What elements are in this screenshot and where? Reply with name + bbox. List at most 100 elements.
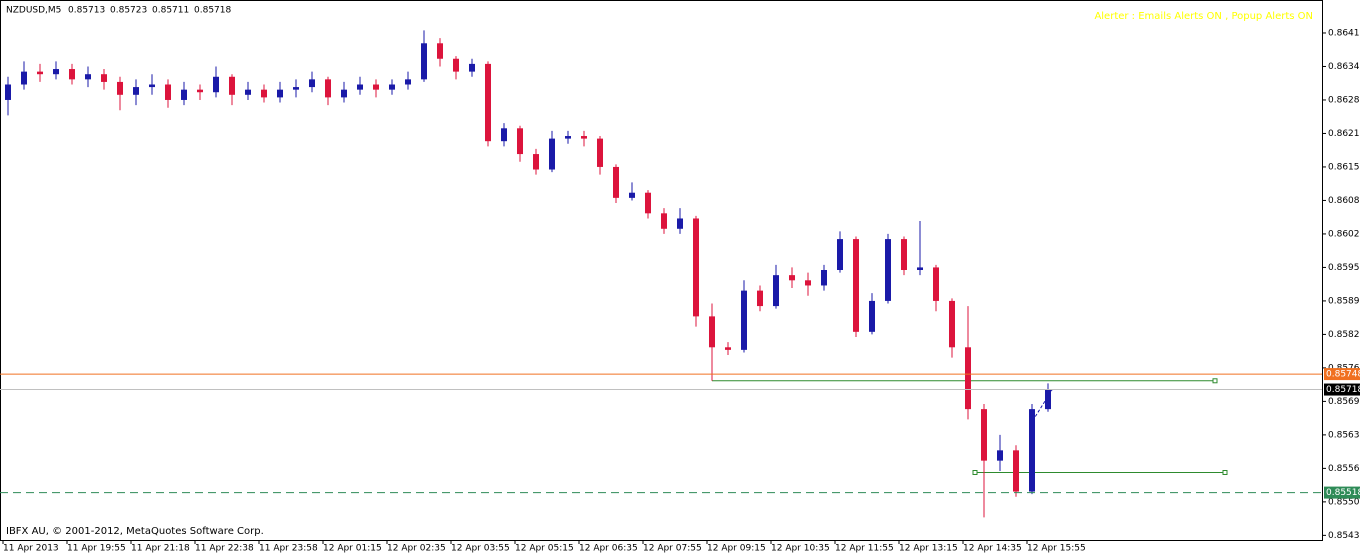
candle-body <box>469 63 475 72</box>
candle-body <box>405 79 411 85</box>
candle-body <box>805 280 811 286</box>
y-tick-label: 0.86215 <box>1328 129 1360 139</box>
y-tick-label: 0.85825 <box>1328 330 1360 340</box>
candle-body <box>661 213 667 229</box>
candle-body <box>981 409 987 461</box>
candle-body <box>757 290 763 307</box>
copyright: IBFX AU, © 2001-2012, MetaQuotes Softwar… <box>6 526 264 537</box>
price-label-box <box>1324 368 1360 381</box>
candle-body <box>229 76 235 95</box>
candle-body <box>437 43 443 59</box>
x-tick-label: 12 Apr 07:55 <box>643 544 702 554</box>
candle-body <box>917 267 923 270</box>
alert-status: Alerter : Emails Alerts ON , Popup Alert… <box>1094 11 1313 22</box>
candle-body <box>1045 389 1051 410</box>
ohlc-close: 0.85718 <box>194 6 231 16</box>
candle-body <box>533 154 539 170</box>
candle-body <box>69 69 75 80</box>
ohlc-open: 0.85713 <box>68 6 105 16</box>
price-label: 0.85748 <box>1326 370 1360 380</box>
candle-body <box>453 58 459 72</box>
candle-body <box>133 87 139 95</box>
price-label-box <box>1324 383 1360 396</box>
x-tick-label: 11 Apr 2013 <box>3 544 59 554</box>
x-tick-label: 11 Apr 22:38 <box>195 544 254 554</box>
y-tick-label: 0.85435 <box>1328 531 1360 541</box>
candle-body <box>261 89 267 98</box>
candle-body <box>565 136 571 139</box>
candle-body <box>181 89 187 100</box>
x-tick-label: 11 Apr 23:58 <box>259 544 318 554</box>
x-tick-label: 11 Apr 21:18 <box>131 544 190 554</box>
candle-body <box>549 138 555 170</box>
candle-body <box>21 71 27 85</box>
price-label: 0.85718 <box>1326 385 1360 395</box>
candle-body <box>933 267 939 301</box>
candle-body <box>837 239 843 270</box>
candle-body <box>37 71 43 75</box>
candle-body <box>5 84 11 100</box>
candle-body <box>885 239 891 301</box>
candle-body <box>997 450 1003 461</box>
candle-body <box>869 300 875 332</box>
candle-body <box>741 290 747 350</box>
x-tick-label: 11 Apr 19:55 <box>67 544 126 554</box>
candle-body <box>501 128 507 142</box>
trend-handle <box>1212 378 1218 384</box>
candle-body <box>1013 450 1019 492</box>
candle-body <box>309 79 315 88</box>
candle-body <box>709 316 715 348</box>
candle-body <box>629 192 635 198</box>
candle-body <box>725 347 731 350</box>
y-tick-label: 0.85695 <box>1328 397 1360 407</box>
candle-body <box>613 166 619 198</box>
x-tick-label: 12 Apr 02:35 <box>387 544 446 554</box>
y-tick-label: 0.86085 <box>1328 196 1360 206</box>
y-tick-label: 0.85565 <box>1328 464 1360 474</box>
x-tick-label: 12 Apr 03:55 <box>451 544 510 554</box>
ohlc-low: 0.85711 <box>152 6 189 16</box>
candle-body <box>773 275 779 307</box>
price-label: 0.85518 <box>1326 488 1360 498</box>
candle-body <box>901 239 907 270</box>
candle-body <box>293 87 299 90</box>
candle-body <box>213 76 219 93</box>
candle-body <box>853 239 859 332</box>
y-tick-label: 0.86345 <box>1328 62 1360 72</box>
candle-body <box>197 89 203 93</box>
candle-body <box>341 89 347 98</box>
candle-body <box>597 138 603 167</box>
y-tick-label: 0.85955 <box>1328 263 1360 273</box>
candle-body <box>165 84 171 100</box>
x-tick-label: 12 Apr 05:15 <box>515 544 574 554</box>
candle-body <box>421 43 427 80</box>
candle-body <box>693 218 699 317</box>
trend-handle <box>972 470 978 475</box>
candle-body <box>485 63 491 142</box>
price-label-box <box>1324 486 1360 499</box>
candle-body <box>373 84 379 90</box>
plot-frame <box>0 0 1323 541</box>
x-tick-label: 12 Apr 09:15 <box>707 544 766 554</box>
candle-body <box>389 84 395 90</box>
x-tick-label: 12 Apr 01:15 <box>323 544 382 554</box>
x-tick-label: 12 Apr 15:55 <box>1027 544 1086 554</box>
candle-body <box>517 128 523 155</box>
candle-body <box>325 79 331 98</box>
candle-body <box>1029 409 1035 492</box>
candle-body <box>101 74 107 82</box>
candle-body <box>277 89 283 98</box>
candle-body <box>357 84 363 90</box>
candle-body <box>245 89 251 95</box>
x-tick-label: 12 Apr 14:35 <box>963 544 1022 554</box>
candle-body <box>117 81 123 95</box>
x-tick-label: 12 Apr 11:55 <box>835 544 894 554</box>
candle-body <box>677 218 683 229</box>
candle-body <box>85 74 91 80</box>
